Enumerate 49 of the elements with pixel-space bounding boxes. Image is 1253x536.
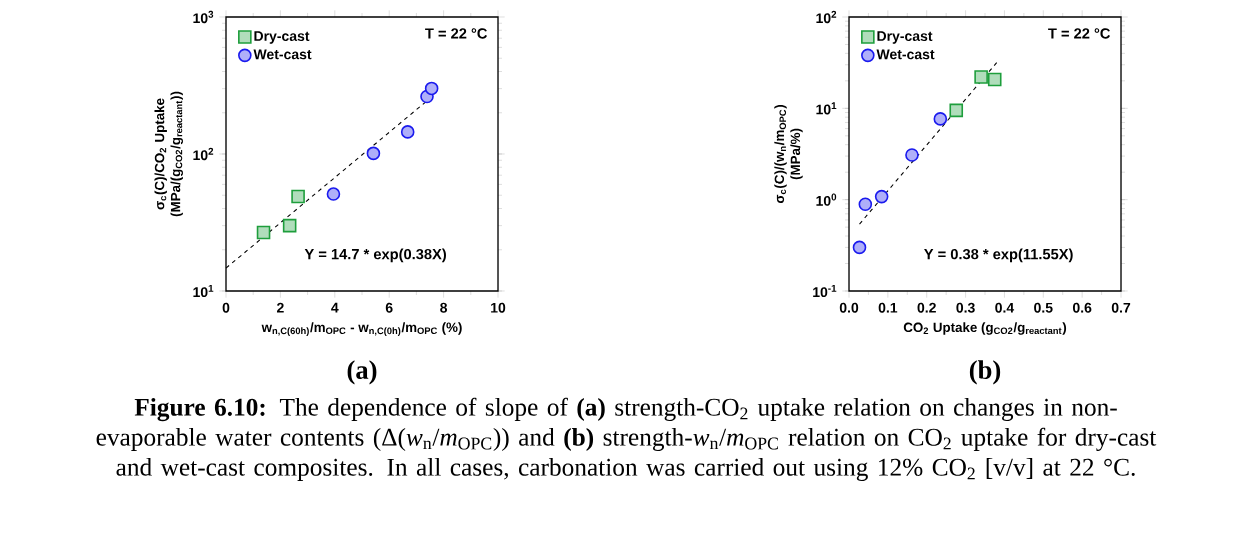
- text: (a): [347, 360, 377, 385]
- point: [949, 103, 964, 118]
- y-tick-label: 10$^{2}$: [193, 147, 214, 161]
- x-tick-label: 8: [440, 302, 448, 313]
- annotation: T = 22 °C: [425, 28, 488, 39]
- x-tick-label: 0.1: [878, 302, 898, 313]
- point: [987, 72, 1002, 87]
- x-tick-label: 0.0: [839, 302, 859, 313]
- x-tick-label: 0.3: [956, 302, 975, 313]
- annotation: T = 22 °C: [1048, 28, 1111, 39]
- x-tick-label: 0.2: [917, 302, 936, 313]
- x-tick-label: 6: [385, 302, 393, 313]
- point: [858, 197, 873, 212]
- y-tick-label: 10$^{3}$: [193, 10, 214, 24]
- point: [933, 112, 948, 126]
- point: [291, 189, 305, 204]
- x-tick-label: 0.5: [1034, 302, 1053, 313]
- x-tick-label: 10: [491, 302, 506, 313]
- legend-label: Wet-cast: [253, 49, 312, 60]
- annotation: Y = 0.38 * exp(11.55X): [924, 248, 1073, 263]
- y-tick-label: 10$^{1}$: [193, 284, 214, 298]
- x-tick-label: 4: [331, 302, 339, 313]
- legend-label: Wet-cast: [876, 49, 935, 60]
- x-axis-title: CO$_{2}$ Uptake (g$_{CO2}$/g$_{reactant}$): [903, 322, 1067, 335]
- x-tick-label: 2: [276, 302, 284, 313]
- text: w$_{n,C(60h)}$/m$_{OPC}$ - w$_{n,C(0h)}$/m$_{OPC}$ (%): [261, 322, 462, 337]
- point: [974, 70, 988, 84]
- point: [256, 225, 271, 240]
- x-tick-label: 0.4: [995, 302, 1015, 313]
- point: [400, 125, 415, 139]
- x-tick-label: 0: [222, 302, 230, 313]
- annotation: Y = 14.7 * exp(0.38X): [304, 248, 446, 263]
- point: [905, 148, 919, 162]
- x-tick-label: 0.6: [1072, 302, 1092, 313]
- point: [366, 146, 381, 161]
- point: [852, 240, 867, 255]
- text: (b): [969, 360, 1001, 385]
- y-tick-label: 10$^{0}$: [816, 193, 837, 206]
- point: [874, 189, 889, 204]
- point: [282, 218, 297, 233]
- point: [424, 81, 439, 96]
- point: [326, 187, 341, 201]
- y-tick-label: 10$^{1}$: [816, 102, 837, 115]
- legend-label: Dry-cast: [254, 31, 310, 44]
- legend-label: Dry-cast: [877, 31, 933, 44]
- y-tick-label: 10$^{-1}$: [813, 284, 837, 298]
- text: Figure 6.10: The dependence of slope of (a) strength-CO$_{2}$ uptake relation on changes in non-evaporable water contents (Δ(w$_{n}$/m$_{OPC}$)) and (b) strength-w$_{n}$/m$_{OPC}$ relation on CO$_{2}$ uptake for dry-cast and wet-cast composites. In all cases, carbonation was carried out using 12% CO$_{2}$ [v/v] at 22 °C.: [96, 397, 1157, 481]
- x-tick-label: 0.7: [1111, 302, 1131, 313]
- y-tick-label: 10$^{2}$: [816, 10, 837, 24]
